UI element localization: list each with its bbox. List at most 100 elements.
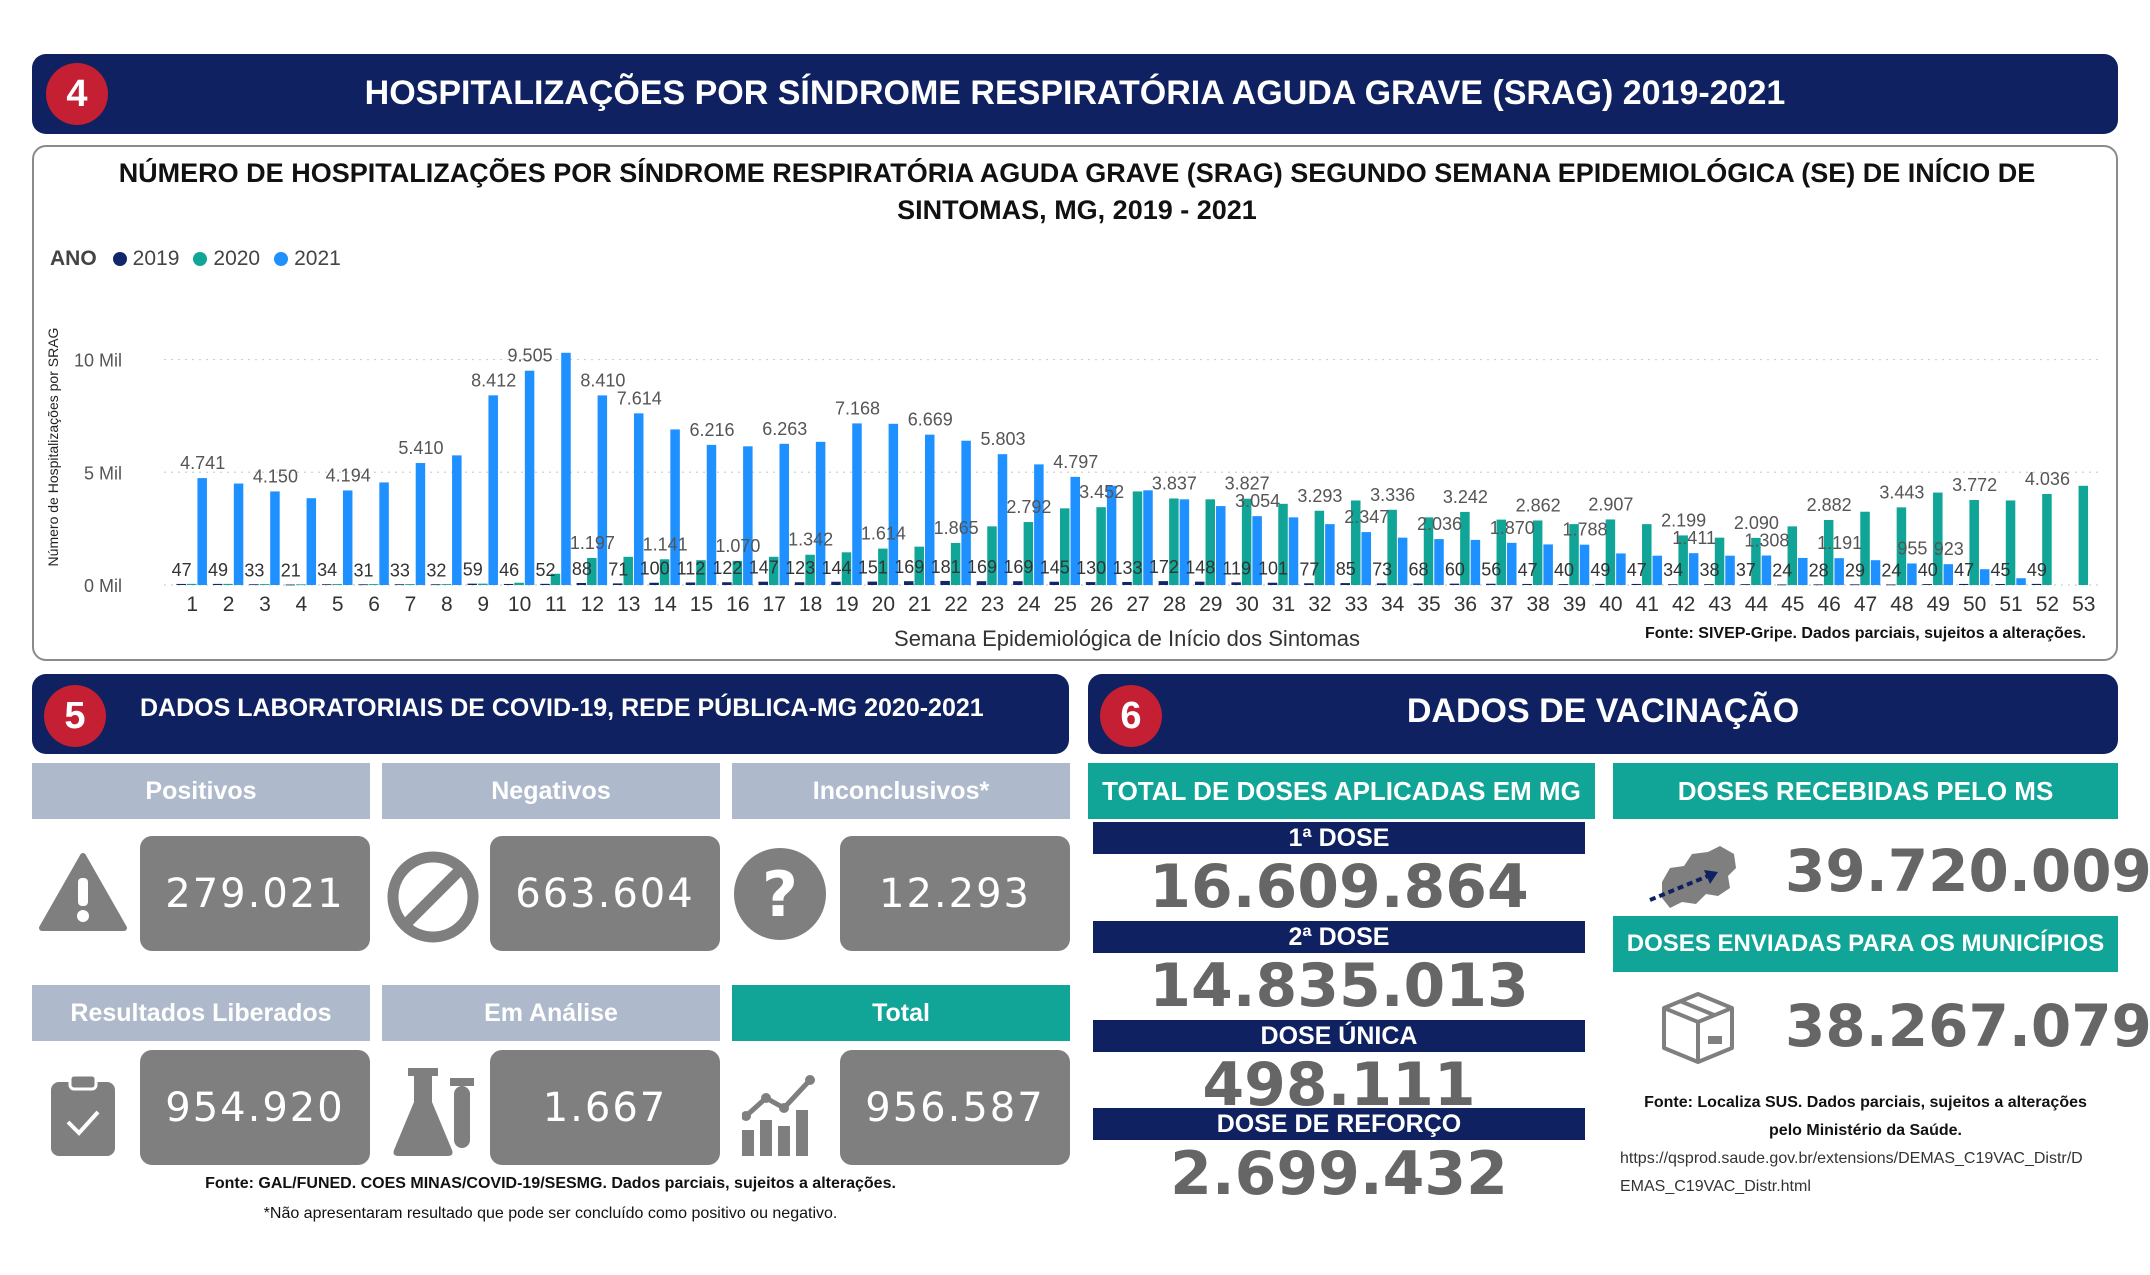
bar-2020 [768, 556, 779, 585]
bar-2019 [1376, 583, 1387, 585]
data-label-2019: 34 [317, 560, 337, 580]
bar-2021 [1688, 553, 1699, 585]
bar-2020 [1605, 519, 1616, 585]
bar-2019 [1267, 582, 1278, 585]
data-label-2019: 130 [1076, 558, 1106, 578]
x-axis-label: Semana Epidemiológica de Início dos Sint… [894, 626, 1360, 651]
data-label-2019: 29 [1845, 560, 1865, 580]
bar-2021 [1216, 506, 1226, 585]
section6-url-line1[interactable]: https://qsprod.saude.gov.br/extensions/D… [1620, 1150, 2083, 1167]
data-label-2021: 6.669 [908, 410, 953, 430]
data-label-2019: 46 [499, 560, 519, 580]
bar-2020 [732, 560, 743, 585]
bar-2020 [1169, 498, 1179, 585]
bar-2021 [1397, 537, 1408, 585]
x-tick-label: 42 [1672, 593, 1695, 616]
data-label-2019: 24 [1881, 560, 1901, 580]
data-label-2019: 56 [1481, 560, 1501, 580]
bar-2020 [1787, 526, 1798, 585]
bar-2019 [1231, 582, 1241, 585]
data-label-2019: 181 [931, 557, 961, 577]
x-tick-label: 43 [1708, 593, 1731, 616]
bar-2020 [1278, 503, 1288, 585]
bar-2021 [1907, 563, 1917, 585]
bar-2020 [1351, 500, 1361, 585]
bar-2019 [612, 583, 623, 585]
bar-2021 [1034, 464, 1044, 585]
data-label-2019: 144 [821, 558, 851, 578]
data-label-2021: 4.194 [326, 465, 371, 485]
x-tick-label: 35 [1417, 593, 1440, 616]
x-tick-label: 44 [1745, 593, 1769, 616]
dose-reforco-label: DOSE DE REFORÇO [1093, 1108, 1585, 1140]
bar-2020 [696, 560, 706, 585]
prohibited-icon [387, 851, 479, 943]
total-header: Total [732, 985, 1070, 1041]
data-label-2019: 37 [1736, 560, 1756, 580]
bar-2020 [1969, 499, 1979, 585]
data-label-2019: 33 [244, 560, 264, 580]
dose1-label: 1ª DOSE [1093, 822, 1585, 854]
x-tick-label: 6 [368, 593, 380, 616]
bar-2020 [514, 582, 524, 585]
bar-2020 [2078, 485, 2089, 585]
data-label-2019: 60 [1445, 560, 1465, 580]
x-tick-label: 36 [1454, 593, 1477, 616]
x-tick-label: 21 [908, 593, 931, 616]
x-tick-label: 38 [1526, 593, 1549, 616]
bar-2020 [550, 573, 561, 585]
data-label-2019: 100 [640, 559, 670, 579]
x-tick-label: 4 [295, 593, 307, 616]
data-label-2019: 88 [572, 559, 592, 579]
data-label-2020: 2.792 [1006, 497, 1051, 517]
clipboard-check-icon [51, 1073, 115, 1156]
bar-2019 [176, 583, 186, 585]
data-label-2019: 145 [1040, 558, 1070, 578]
bar-2019 [940, 580, 950, 585]
data-label-2019: 45 [1991, 560, 2011, 580]
data-label-2019: 49 [1590, 560, 1610, 580]
section6-url-line2[interactable]: EMAS_C19VAC_Distr.html [1620, 1178, 1811, 1195]
x-tick-label: 27 [1126, 593, 1149, 616]
bar-2019 [576, 583, 587, 585]
section4-banner: 4 HOSPITALIZAÇÕES POR SÍNDROME RESPIRATÓ… [32, 54, 2118, 134]
bar-2020 [2005, 500, 2016, 585]
data-label-2019: 47 [1627, 560, 1647, 580]
legend-title: ANO [50, 247, 97, 270]
data-label-2019: 34 [1663, 560, 1683, 580]
data-label-2020: 2.862 [1516, 495, 1561, 515]
data-label-2020: 3.827 [1225, 474, 1270, 494]
data-label-2021: 8.412 [471, 370, 516, 390]
bar-2019 [685, 582, 696, 585]
data-label-2019: 133 [1112, 558, 1142, 578]
bar-2020 [1714, 537, 1725, 585]
data-label-2020: 3.336 [1370, 485, 1415, 505]
bar-2020 [950, 542, 961, 585]
bar-2021 [1252, 516, 1262, 585]
chart-source: Fonte: SIVEP-Gripe. Dados parciais, suje… [1644, 625, 2086, 642]
bar-2021 [633, 413, 644, 585]
bar-2019 [1849, 584, 1860, 586]
data-label-2021: 3.054 [1235, 491, 1280, 511]
bar-2019 [758, 581, 768, 585]
bar-2019 [1813, 584, 1823, 586]
x-tick-label: 12 [581, 593, 604, 616]
data-label-2020: 2.090 [1734, 513, 1779, 533]
bar-2019 [722, 582, 732, 585]
legend-swatch-2021 [274, 252, 289, 266]
data-label-2019: 169 [894, 557, 924, 577]
bar-2021 [379, 482, 389, 585]
bar-2020 [368, 584, 379, 585]
data-label-2021: 2.347 [1344, 507, 1389, 527]
bar-2019 [249, 584, 259, 586]
data-label-2020: 2.907 [1588, 494, 1633, 514]
x-tick-label: 18 [799, 593, 822, 616]
data-label-2021: 5.803 [980, 429, 1025, 449]
x-tick-label: 24 [1017, 593, 1041, 616]
x-tick-label: 7 [405, 593, 417, 616]
data-label-2020: 3.293 [1297, 486, 1342, 506]
bar-2020 [1496, 519, 1507, 585]
data-label-2019: 68 [1409, 559, 1429, 579]
x-tick-label: 5 [332, 593, 344, 616]
bar-2021 [1798, 557, 1808, 585]
